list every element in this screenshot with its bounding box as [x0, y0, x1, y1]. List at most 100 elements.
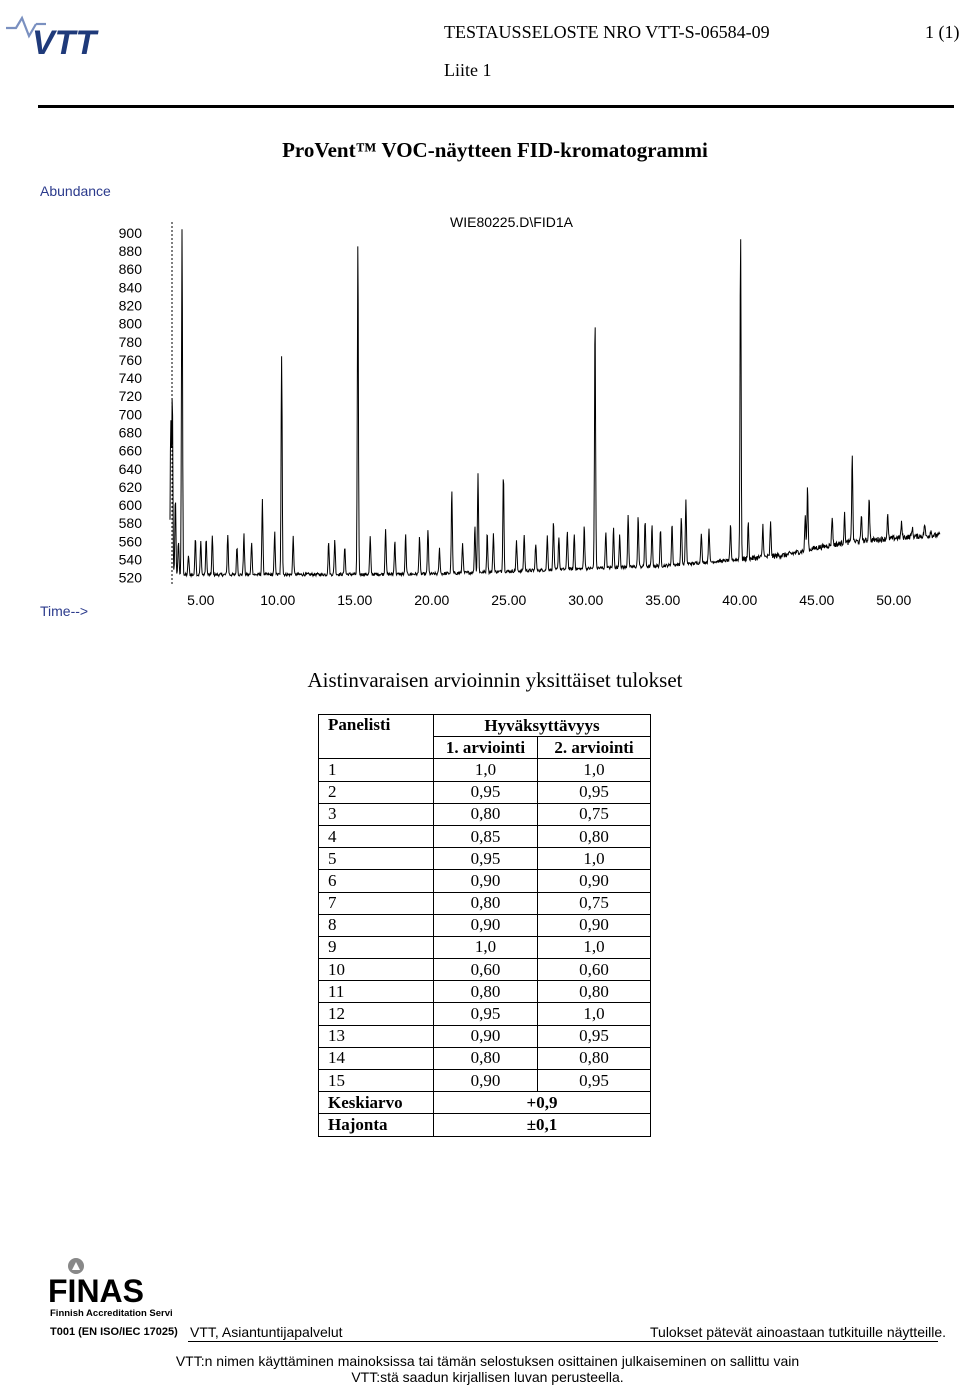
panelist-cell: 14	[318, 1046, 434, 1071]
finas-logo: FINAS Finnish Accreditation Service	[48, 1258, 173, 1319]
first-evaluation-cell: 0,80	[433, 980, 538, 1004]
header-divider	[38, 105, 954, 108]
deviation-row: Hajonta ±0,1	[318, 1113, 651, 1137]
chart-title: ProVent™ VOC-näytteen FID-kromatogrammi	[282, 138, 708, 162]
panelist-cell: 7	[318, 891, 434, 915]
first-evaluation-cell: 0,95	[433, 1002, 538, 1026]
y-tick-label: 760	[119, 352, 143, 368]
second-evaluation-cell: 0,80	[537, 824, 651, 849]
col-second-evaluation: 2. arviointi	[537, 736, 651, 760]
panelist-cell: 2	[318, 780, 434, 804]
footer-disclaimer-line-1: VTT:n nimen käyttäminen mainoksissa tai …	[175, 1353, 800, 1369]
y-tick-label: 820	[119, 297, 143, 313]
y-tick-label: 880	[119, 243, 143, 259]
table-subheader-row: 1. arviointi 2. arviointi	[319, 736, 651, 760]
finas-logo-text: FINAS	[48, 1273, 144, 1309]
panelist-cell: 8	[318, 913, 434, 937]
document-number: TESTAUSSELOSTE NRO VTT-S-06584-09	[444, 22, 770, 42]
y-tick-label: 720	[119, 388, 143, 404]
page-count: 1 (1)	[925, 22, 960, 42]
second-evaluation-cell: 0,80	[537, 980, 651, 1004]
panelist-cell: 12	[318, 1002, 434, 1026]
table-row: 14 0,80 0,80	[318, 1046, 651, 1071]
x-tick-label: 15.00	[337, 592, 372, 608]
y-tick-label: 540	[119, 552, 143, 568]
y-axis-label: Abundance	[40, 183, 111, 199]
panelist-cell: 4	[318, 824, 434, 849]
y-tick-label: 560	[119, 533, 143, 549]
x-tick-label: 20.00	[414, 592, 449, 608]
second-evaluation-cell: 0,95	[537, 1024, 651, 1048]
y-tick-label: 700	[119, 406, 143, 422]
panelist-cell: 6	[318, 869, 434, 893]
signal-label: WIE80225.D\FID1A	[450, 214, 574, 230]
table-row: 6 0,90 0,90	[318, 869, 651, 893]
first-evaluation-cell: 0,80	[433, 802, 538, 826]
panelist-cell: 5	[318, 847, 434, 871]
first-evaluation-cell: 0,95	[433, 780, 538, 804]
panelist-cell: 3	[318, 802, 434, 826]
table-row: 4 0,85 0,80	[318, 824, 651, 849]
results-validity-note: Tulokset pätevät ainoastaan tutkituille …	[650, 1324, 946, 1340]
table-header-row: Panelisti Hyväksyttävyys	[318, 713, 651, 760]
second-evaluation-cell: 0,75	[537, 802, 651, 826]
y-tick-label: 780	[119, 334, 143, 350]
footer-disclaimer-line-2: VTT:stä saadun kirjallisen luvan peruste…	[351, 1369, 624, 1385]
first-evaluation-cell: 1,0	[433, 758, 538, 782]
col-acceptability: Hyväksyttävyys	[433, 713, 651, 738]
results-table: Panelisti Hyväksyttävyys 1. arviointi 2.…	[318, 713, 651, 1137]
second-evaluation-cell: 0,90	[537, 869, 651, 893]
fid-trace-line	[169, 229, 941, 579]
x-tick-label: 35.00	[645, 592, 680, 608]
y-tick-label: 740	[119, 370, 143, 386]
first-evaluation-cell: 0,90	[433, 1068, 538, 1093]
first-evaluation-cell: 0,80	[433, 891, 538, 915]
y-tick-label: 860	[119, 261, 143, 277]
table-row: 2 0,95 0,95	[318, 780, 651, 804]
organization-name: VTT, Asiantuntijapalvelut	[190, 1324, 343, 1340]
x-tick-label: 40.00	[722, 592, 757, 608]
panelist-cell: 9	[318, 935, 434, 960]
mean-row-value: +0,9	[433, 1091, 651, 1115]
col-panelist: Panelisti	[318, 713, 434, 760]
first-evaluation-cell: 0,80	[433, 1046, 538, 1071]
first-evaluation-cell: 0,85	[433, 824, 538, 849]
first-evaluation-cell: 0,60	[433, 958, 538, 982]
first-evaluation-cell: 1,0	[433, 935, 538, 960]
panelist-cell: 13	[318, 1024, 434, 1048]
second-evaluation-cell: 1,0	[537, 847, 651, 871]
table-row: 15 0,90 0,95	[318, 1068, 651, 1093]
table-row: 5 0,95 1,0	[318, 847, 651, 871]
first-evaluation-cell: 0,90	[433, 913, 538, 937]
first-evaluation-cell: 0,95	[433, 847, 538, 871]
y-tick-label: 580	[119, 515, 143, 531]
table-row: 12 0,95 1,0	[318, 1002, 651, 1026]
footer-divider	[188, 1341, 938, 1342]
second-evaluation-cell: 1,0	[537, 758, 651, 782]
second-evaluation-cell: 1,0	[537, 1002, 651, 1026]
second-evaluation-cell: 0,75	[537, 891, 651, 915]
y-tick-label: 640	[119, 461, 143, 477]
table-row: 3 0,80 0,75	[318, 802, 651, 826]
table-row: 13 0,90 0,95	[318, 1024, 651, 1048]
second-evaluation-cell: 0,90	[537, 913, 651, 937]
x-tick-label: 45.00	[799, 592, 834, 608]
second-evaluation-cell: 1,0	[537, 935, 651, 960]
mean-row-label: Keskiarvo	[318, 1091, 434, 1115]
vtt-logo: VTT	[6, 15, 99, 60]
first-evaluation-cell: 0,90	[433, 869, 538, 893]
second-evaluation-cell: 0,95	[537, 780, 651, 804]
y-tick-label: 600	[119, 497, 143, 513]
attachment-label: Liite 1	[444, 60, 492, 80]
accreditation-id: T001 (EN ISO/IEC 17025)	[50, 1326, 178, 1338]
table-row: 7 0,80 0,75	[318, 891, 651, 915]
y-tick-label: 800	[119, 316, 143, 332]
col-first-evaluation: 1. arviointi	[433, 736, 538, 760]
finas-subtitle: Finnish Accreditation Service	[50, 1308, 173, 1319]
table-row: 8 0,90 0,90	[318, 913, 651, 937]
x-tick-label: 25.00	[491, 592, 526, 608]
x-axis-label: Time-->	[40, 603, 89, 619]
y-tick-label: 660	[119, 443, 143, 459]
table-row: 9 1,0 1,0	[318, 935, 651, 960]
y-tick-label: 680	[119, 424, 143, 440]
